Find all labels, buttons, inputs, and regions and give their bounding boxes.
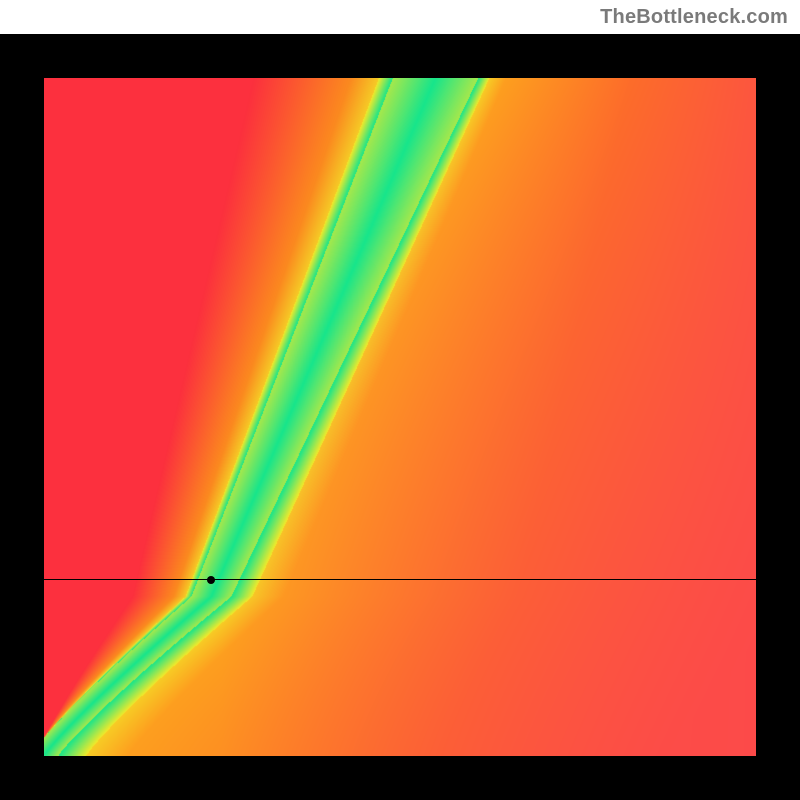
heatmap-canvas <box>44 78 756 756</box>
figure-container: TheBottleneck.com <box>0 0 800 800</box>
plot-area <box>44 78 756 756</box>
crosshair-horizontal <box>44 579 756 580</box>
watermark-text: TheBottleneck.com <box>600 6 788 29</box>
plot-frame <box>0 34 800 800</box>
data-point-marker <box>207 576 215 584</box>
